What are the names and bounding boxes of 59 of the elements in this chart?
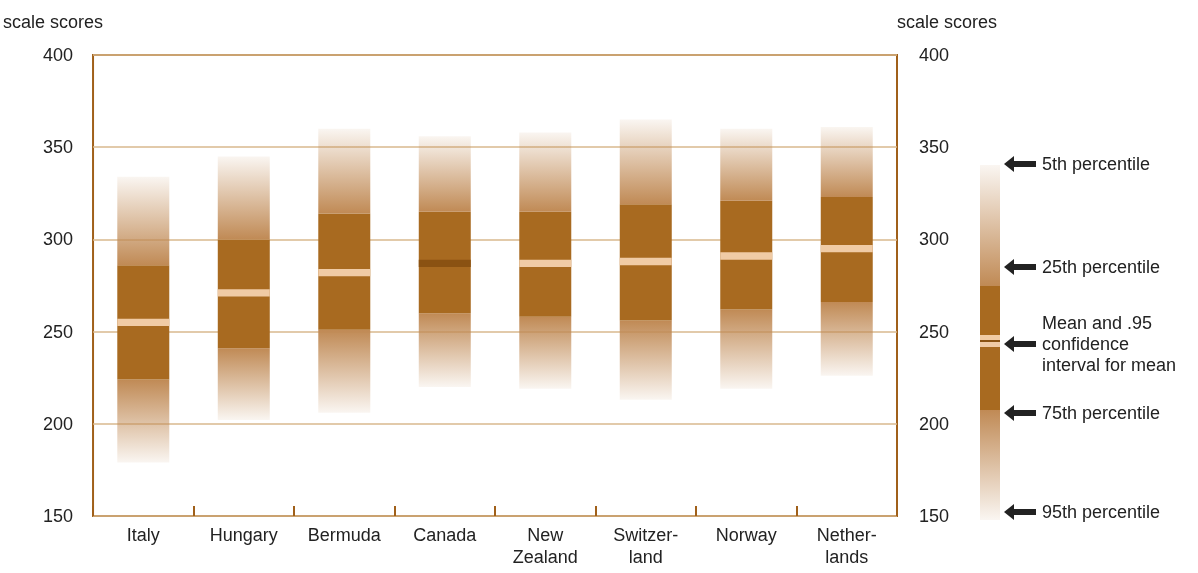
x-tick-label: Bermuda [307,525,382,545]
y-tick-label: 350 [42,137,74,158]
bar [217,239,270,349]
bar [619,119,672,205]
bar [820,244,873,253]
bar [418,136,471,212]
x-tick-label: New Zealand [512,525,578,567]
x-tick-label: Nether- lands [816,525,877,567]
text: 25th percentile [1042,256,1161,278]
bar [720,200,773,310]
bar [720,252,773,260]
bar [720,309,773,389]
bar [318,128,371,214]
y2-tick-label: 300 [919,229,950,250]
bar [318,268,371,277]
bar [519,132,572,212]
bar [418,259,471,268]
bar [117,176,170,266]
bar [117,379,170,463]
bar [820,126,873,197]
bar [217,156,270,240]
y2-tick-label: 400 [919,45,950,65]
bar [820,196,873,303]
y-tick-label: 200 [42,413,74,434]
x-tick-label: Italy [126,525,160,545]
y-tick-label: 250 [42,321,74,342]
text: 95th percentile [1042,501,1161,523]
bar [318,329,371,413]
x-tick-label: Canada [413,525,478,545]
bar [820,302,873,376]
text: 75th percentile [1042,402,1161,424]
text: 5th percentile [1042,153,1151,175]
y-tick-label: 300 [42,229,74,250]
bar [619,257,672,266]
text: Mean and .95 confidence interval for mean [1042,312,1177,376]
bar [418,211,471,314]
bar [117,265,170,380]
y-axis-title: scale scores [2,12,104,32]
x-tick-label: Norway [715,525,777,545]
y-tick-label: 400 [42,45,74,65]
y-tick-label: 150 [42,506,74,526]
bar [519,211,572,317]
bar [619,204,672,321]
y2-tick-label: 250 [919,321,950,342]
y2-tick-label: 150 [919,506,950,526]
bar [519,259,572,268]
bar [720,128,773,201]
y2-axis-title: scale scores [897,12,998,32]
x-tick-label: Hungary [209,525,278,545]
x-tick-label: Switzer- land [613,525,679,567]
y2-tick-label: 200 [919,413,950,434]
bar [217,289,270,297]
bar [117,318,170,327]
bar [418,313,471,387]
bar [519,316,572,389]
y2-tick-label: 350 [919,137,950,158]
bar [619,320,672,400]
bar [318,213,371,330]
bar [217,348,270,421]
